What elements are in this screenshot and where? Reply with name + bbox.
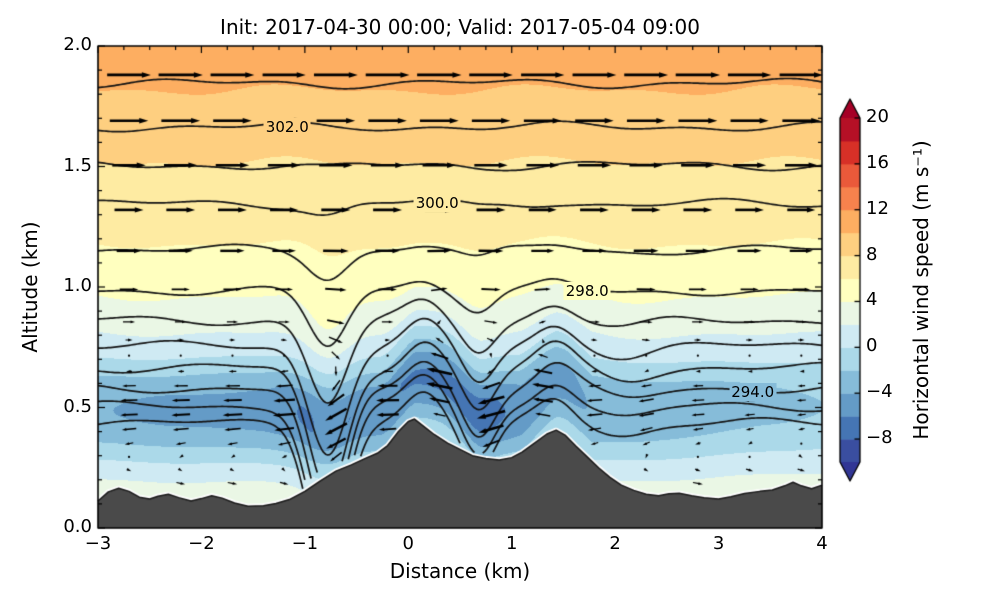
colorbar-tick-label: 20 bbox=[866, 106, 889, 127]
x-tick-label: 2 bbox=[609, 533, 621, 554]
contour-label-298: 298.0 bbox=[563, 281, 611, 300]
x-tick-label: 3 bbox=[712, 533, 725, 554]
colorbar-tick-label: −4 bbox=[866, 381, 893, 403]
x-tick-label: −2 bbox=[188, 533, 215, 554]
contour-label-302: 302.0 bbox=[263, 118, 311, 137]
y-tick-label: 1.5 bbox=[63, 154, 92, 176]
x-tick-label: 4 bbox=[816, 533, 828, 554]
y-tick-label: 1.0 bbox=[63, 275, 92, 296]
x-tick-label: 1 bbox=[505, 533, 518, 554]
plot-title: Init: 2017-04-30 00:00; Valid: 2017-05-0… bbox=[220, 15, 700, 39]
y-tick-label: 2.0 bbox=[63, 34, 92, 55]
contour-label-294: 294.0 bbox=[729, 382, 777, 401]
x-tick-label: −1 bbox=[291, 533, 319, 554]
colorbar-label: Horizontal wind speed (m s⁻¹) bbox=[909, 140, 933, 440]
colorbar-tick-label: −8 bbox=[866, 427, 893, 449]
colorbar-tick-label: 4 bbox=[866, 289, 878, 311]
x-tick-label: −3 bbox=[84, 533, 112, 554]
colorbar-tick-label: 0 bbox=[866, 335, 878, 357]
colorbar-tick-label: 12 bbox=[866, 197, 889, 219]
y-tick-label: 0.5 bbox=[63, 395, 92, 417]
colorbar-tick-label: 8 bbox=[866, 243, 878, 265]
x-axis-label: Distance (km) bbox=[389, 559, 531, 583]
contour-label-300: 300.0 bbox=[413, 193, 461, 212]
colorbar-tick-label: 16 bbox=[866, 151, 889, 173]
y-tick-label: 0.0 bbox=[63, 516, 92, 537]
x-tick-label: 0 bbox=[402, 533, 414, 554]
